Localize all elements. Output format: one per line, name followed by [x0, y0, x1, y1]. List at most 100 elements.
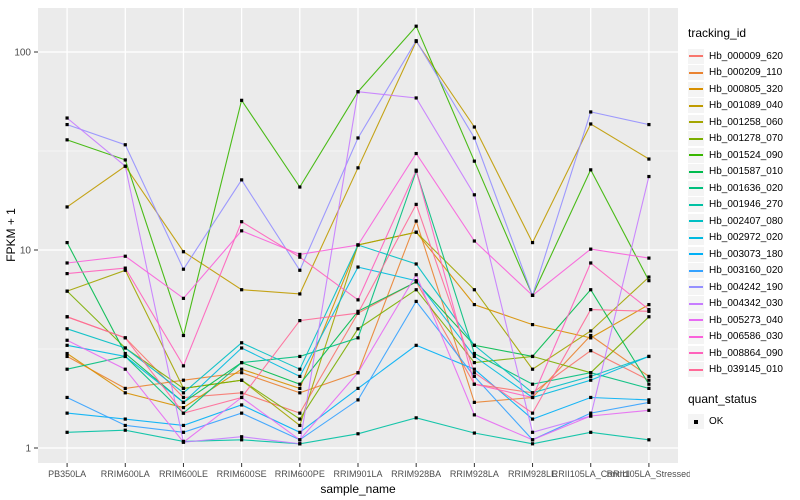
data-point-marker	[530, 430, 535, 434]
data-point-marker	[647, 438, 651, 442]
data-point-marker	[298, 318, 302, 323]
legend-label: Hb_008864_090	[709, 347, 783, 359]
data-point-marker	[65, 240, 69, 245]
data-point-marker	[181, 386, 186, 390]
legend-label: Hb_001278_070	[709, 133, 783, 144]
data-point-marker	[298, 354, 302, 359]
data-point-marker	[414, 299, 418, 304]
data-point-marker	[356, 309, 360, 313]
data-point-marker	[356, 327, 360, 331]
data-point-marker	[589, 414, 593, 418]
data-point-marker	[240, 378, 244, 382]
x-tick-label: RRII105LA_Stressed	[607, 469, 690, 479]
data-point-marker	[647, 122, 651, 127]
data-point-marker	[356, 432, 360, 436]
data-point-marker	[472, 125, 476, 129]
legend-key-line-icon	[688, 246, 704, 262]
legend-key-line-icon	[688, 147, 704, 163]
data-point-marker	[356, 265, 360, 269]
data-point-marker	[298, 417, 302, 421]
data-point-marker	[240, 360, 244, 365]
data-point-marker	[530, 411, 535, 415]
legend-key-line-icon	[688, 230, 704, 245]
legend-key-line-icon	[688, 65, 704, 80]
legend-label: Hb_039145_010	[709, 364, 783, 375]
y-tick-label: 1	[25, 444, 31, 455]
data-point-marker	[65, 411, 69, 415]
legend-label: Hb_000009_620	[709, 50, 783, 62]
data-point-marker	[65, 271, 69, 276]
data-point-marker	[414, 343, 418, 347]
legend-item-Hb_001524_090: Hb_001524_090	[688, 147, 798, 163]
data-point-marker	[356, 166, 360, 170]
legend-key-line-icon	[688, 213, 704, 229]
data-point-marker	[298, 382, 302, 386]
data-point-marker	[530, 354, 535, 359]
legend-item-Hb_001587_010: Hb_001587_010	[688, 164, 798, 180]
data-point-marker	[647, 408, 651, 412]
data-point-marker	[589, 168, 593, 172]
legend-label: Hb_000805_320	[709, 83, 783, 95]
data-point-marker	[589, 411, 593, 415]
legend-label: Hb_002972_020	[709, 232, 783, 243]
data-point-marker	[298, 411, 302, 415]
legend-label: Hb_003160_020	[709, 265, 783, 276]
x-tick-label: RRIM600PE	[275, 469, 325, 479]
data-point-marker	[472, 360, 476, 365]
data-point-marker	[530, 322, 535, 327]
legend-item-Hb_000009_620: Hb_000009_620	[688, 48, 798, 64]
data-point-marker	[647, 275, 651, 279]
legend-item-Hb_002972_020: Hb_002972_020	[688, 230, 798, 246]
data-point-marker	[123, 428, 127, 432]
data-point-marker	[123, 336, 127, 340]
legend-key-line-icon	[688, 329, 704, 344]
data-point-marker	[240, 178, 244, 182]
data-point-marker	[414, 262, 418, 266]
data-point-marker	[356, 136, 360, 140]
data-point-marker	[414, 168, 418, 172]
data-point-marker	[647, 315, 651, 319]
data-point-marker	[414, 273, 418, 277]
data-point-marker	[472, 302, 476, 307]
data-point-marker	[589, 371, 593, 375]
data-point-marker	[298, 367, 302, 371]
data-point-marker	[181, 296, 186, 300]
data-point-marker	[240, 438, 244, 442]
data-point-marker	[356, 298, 360, 302]
data-point-marker	[123, 254, 127, 258]
data-point-marker	[240, 288, 244, 292]
data-point-marker	[589, 430, 593, 434]
legend-key-line-icon	[688, 312, 704, 328]
data-point-marker	[589, 329, 593, 333]
data-point-marker	[123, 367, 127, 371]
legend-item-Hb_001946_270: Hb_001946_270	[688, 197, 798, 213]
data-point-marker	[123, 423, 127, 428]
data-point-marker	[65, 122, 69, 127]
data-point-marker	[65, 395, 69, 400]
data-point-marker	[240, 411, 244, 415]
data-point-marker	[414, 288, 418, 292]
data-point-marker	[65, 354, 69, 359]
data-point-marker	[530, 382, 535, 386]
legend-item-Hb_006586_030: Hb_006586_030	[688, 329, 798, 345]
y-tick-label: 10	[20, 246, 32, 257]
data-point-marker	[589, 378, 593, 382]
data-point-marker	[240, 98, 244, 102]
data-point-marker	[472, 354, 476, 359]
x-tick-label: RRIM600LE	[159, 469, 208, 479]
legend-key-line-icon	[688, 164, 704, 179]
legend-key-line-icon	[688, 81, 704, 97]
legend-label: Hb_001089_040	[709, 100, 783, 111]
data-point-marker	[472, 351, 476, 356]
data-point-marker	[647, 378, 651, 382]
data-point-marker	[530, 367, 535, 371]
legend-label: OK	[709, 416, 724, 427]
data-point-marker	[589, 333, 593, 338]
data-point-marker	[181, 364, 186, 368]
data-point-marker	[298, 442, 302, 446]
data-point-marker	[65, 205, 69, 209]
legend-label: Hb_001587_010	[709, 166, 783, 177]
data-point-marker	[298, 374, 302, 378]
data-point-marker	[298, 255, 302, 259]
legend-key-line-icon	[688, 180, 704, 196]
